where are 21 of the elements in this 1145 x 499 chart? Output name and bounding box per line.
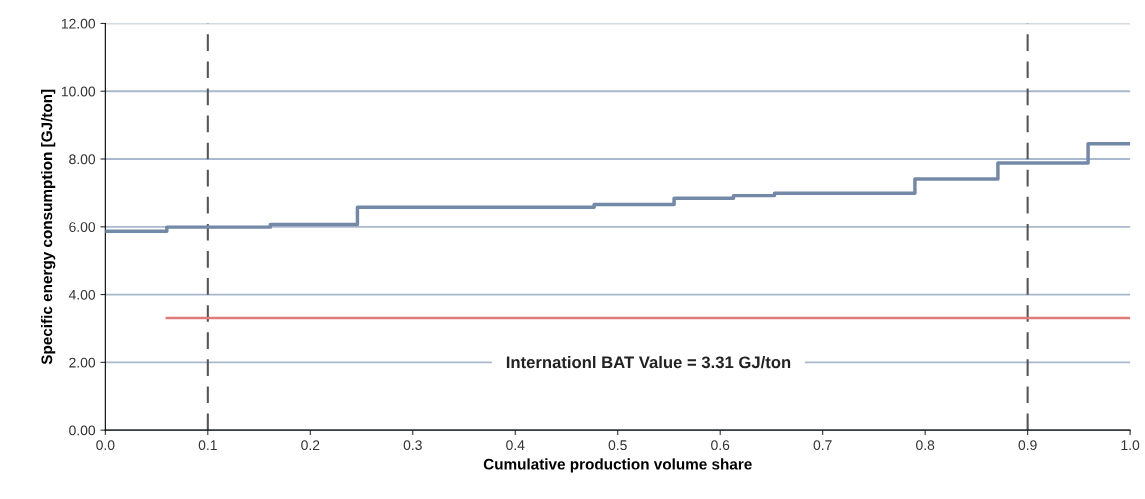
text: Internationl BAT Value = 3.31 GJ/ton: [506, 355, 791, 369]
y-tick-label: 4.00: [68, 289, 96, 300]
x-tick-label: 0.8: [916, 440, 935, 451]
y-tick-label: 2.00: [69, 357, 96, 368]
x-tick-label: 0.2: [301, 440, 320, 451]
y-tick-label: 12.00: [61, 18, 96, 29]
y-tick-label: 0.00: [69, 425, 96, 436]
x-tick-label: 0.9: [1018, 440, 1037, 451]
x-tick-label: 0.6: [711, 440, 730, 451]
x-tick-label: 0.1: [198, 440, 217, 451]
x-tick-label: 1.0: [1121, 440, 1140, 451]
x-tick-label: 0.0: [96, 440, 115, 451]
x-tick-label: 0.7: [813, 440, 832, 451]
y-tick-label: 6.00: [69, 222, 96, 232]
x-axis-title: Cumulative production volume share: [483, 458, 752, 473]
y-axis-title: Specific energy consumption [GJ/ton]: [41, 89, 56, 365]
y-tick-label: 10.00: [61, 86, 96, 97]
x-tick-label: 0.4: [506, 440, 525, 451]
x-tick-label: 0.3: [403, 440, 422, 451]
x-tick-label: 0.5: [608, 440, 627, 451]
y-tick-label: 8.00: [69, 154, 96, 165]
